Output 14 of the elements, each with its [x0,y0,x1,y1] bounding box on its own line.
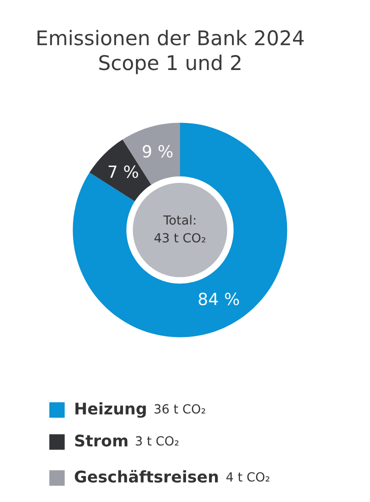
text: 4 t CO₂ [226,472,270,482]
text: 36 t CO₂ [154,404,206,414]
data-label: 84 % [198,292,239,306]
donut-slice [122,122,180,185]
text: 3 t CO₂ [136,436,178,446]
legend-label: Geschäftsreisen [74,470,218,483]
legend-label: Strom [75,434,128,447]
text: Total: 43 t CO₂ [154,215,206,243]
legend-label: Heizung [75,402,146,418]
data-label: 7 % [108,165,138,178]
data-label: 9 % [142,145,173,158]
donut-slice [72,122,288,338]
chart-title: Emissionen der Bank 2024 Scope 1 und 2 [38,30,304,74]
donut-slice [89,139,152,202]
